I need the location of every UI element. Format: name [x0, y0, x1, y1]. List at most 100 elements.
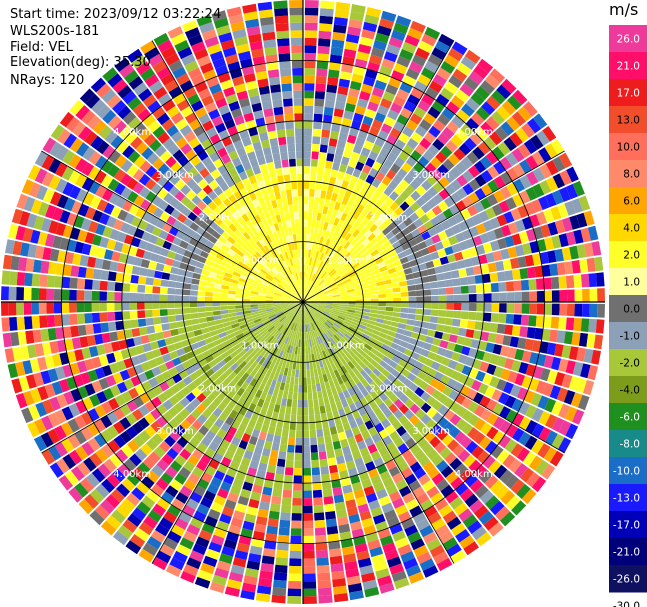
ray-gate — [264, 154, 274, 164]
ray-gate — [393, 292, 401, 298]
ray-gate — [276, 549, 289, 559]
ray-gate — [242, 268, 251, 275]
ray-gate — [121, 292, 130, 301]
ray-gate — [583, 210, 595, 226]
ray-gate — [189, 302, 198, 308]
ray-gate — [500, 368, 511, 381]
ray-gate — [597, 303, 605, 318]
ray-gate — [436, 347, 447, 357]
ray-gate — [241, 65, 255, 76]
ray-gate — [274, 289, 283, 294]
ray-gate — [285, 328, 291, 337]
ray-gate — [197, 296, 205, 302]
ray-gate — [286, 267, 291, 275]
ray-gate — [273, 276, 281, 283]
ray-gate — [353, 112, 364, 123]
ray-gate — [214, 239, 224, 248]
ray-gate — [287, 143, 296, 152]
ray-gate — [271, 318, 279, 324]
ray-gate — [250, 226, 258, 235]
ray-gate — [242, 304, 251, 308]
ray-gate — [399, 312, 408, 319]
ray-gate — [491, 293, 500, 302]
ray-gate — [54, 276, 63, 288]
ray-gate — [272, 330, 280, 337]
ray-gate — [285, 286, 292, 293]
ray-gate — [375, 257, 384, 265]
ray-gate — [356, 223, 365, 232]
ray-gate — [275, 214, 282, 223]
ray-gate — [325, 191, 333, 200]
ray-gate — [243, 73, 256, 83]
ray-gate — [483, 516, 499, 531]
ray-gate — [315, 534, 327, 544]
ray-gate — [107, 311, 116, 322]
ray-gate — [486, 193, 499, 206]
ray-gate — [278, 358, 284, 367]
ray-gate — [197, 132, 209, 144]
ray-gate — [474, 484, 489, 499]
ray-gate — [523, 390, 535, 404]
ray-gate — [305, 279, 308, 288]
ray-gate — [185, 366, 195, 376]
ray-gate — [227, 380, 236, 390]
ray-gate — [205, 430, 216, 441]
ray-gate — [188, 34, 203, 47]
ray-gate — [220, 481, 232, 492]
ray-gate — [256, 335, 264, 343]
ray-gate — [525, 186, 538, 201]
ray-gate — [278, 245, 285, 254]
ray-gate — [52, 235, 63, 249]
ray-gate — [402, 75, 417, 87]
ray-gate — [87, 369, 99, 382]
ray-gate — [556, 330, 566, 344]
ray-gate — [411, 244, 421, 253]
ray-gate — [499, 420, 512, 434]
ray-gate — [282, 335, 288, 344]
ray-gate — [365, 271, 374, 278]
ray-gate — [120, 348, 131, 360]
ray-gate — [357, 271, 366, 278]
ray-gate — [337, 367, 345, 376]
ray-gate — [174, 253, 184, 262]
ray-gate — [303, 173, 310, 182]
ray-gate — [438, 504, 453, 518]
ray-gate — [450, 326, 460, 335]
ray-gate — [304, 60, 316, 69]
ray-gate — [46, 315, 56, 328]
ray-gate — [264, 115, 275, 125]
ray-gate — [344, 41, 358, 51]
ray-gate — [455, 232, 466, 243]
ray-gate — [468, 247, 478, 258]
ray-gate — [357, 98, 369, 109]
ray-gate — [97, 463, 112, 478]
ray-gate — [376, 314, 385, 320]
ray-gate — [348, 369, 356, 378]
colorbar: 26.021.017.013.010.08.06.04.02.01.00.0-1… — [609, 25, 647, 607]
ray-gate — [145, 165, 158, 178]
ray-gate — [37, 356, 48, 371]
ray-gate — [281, 197, 288, 206]
ray-gate — [243, 194, 252, 204]
ray-gate — [212, 90, 225, 102]
ray-gate — [305, 309, 309, 317]
ray-gate — [484, 303, 492, 312]
ray-gate — [312, 250, 317, 259]
ray-gate — [240, 326, 249, 333]
ray-gate — [452, 278, 461, 287]
ray-gate — [282, 359, 287, 368]
ray-gate — [58, 475, 73, 491]
colorbar-tick-label: 6.0 — [623, 196, 640, 208]
ray-gate — [355, 305, 364, 309]
ray-gate — [153, 86, 168, 100]
ray-gate — [325, 442, 334, 452]
ray-gate — [329, 216, 336, 225]
ray-gate — [303, 528, 314, 536]
ray-gate — [387, 221, 397, 231]
ray-gate — [191, 195, 202, 206]
ray-gate — [34, 343, 45, 357]
ray-gate — [318, 38, 331, 47]
ray-gate — [392, 337, 402, 345]
ray-gate — [274, 564, 288, 574]
ray-gate — [195, 261, 205, 269]
